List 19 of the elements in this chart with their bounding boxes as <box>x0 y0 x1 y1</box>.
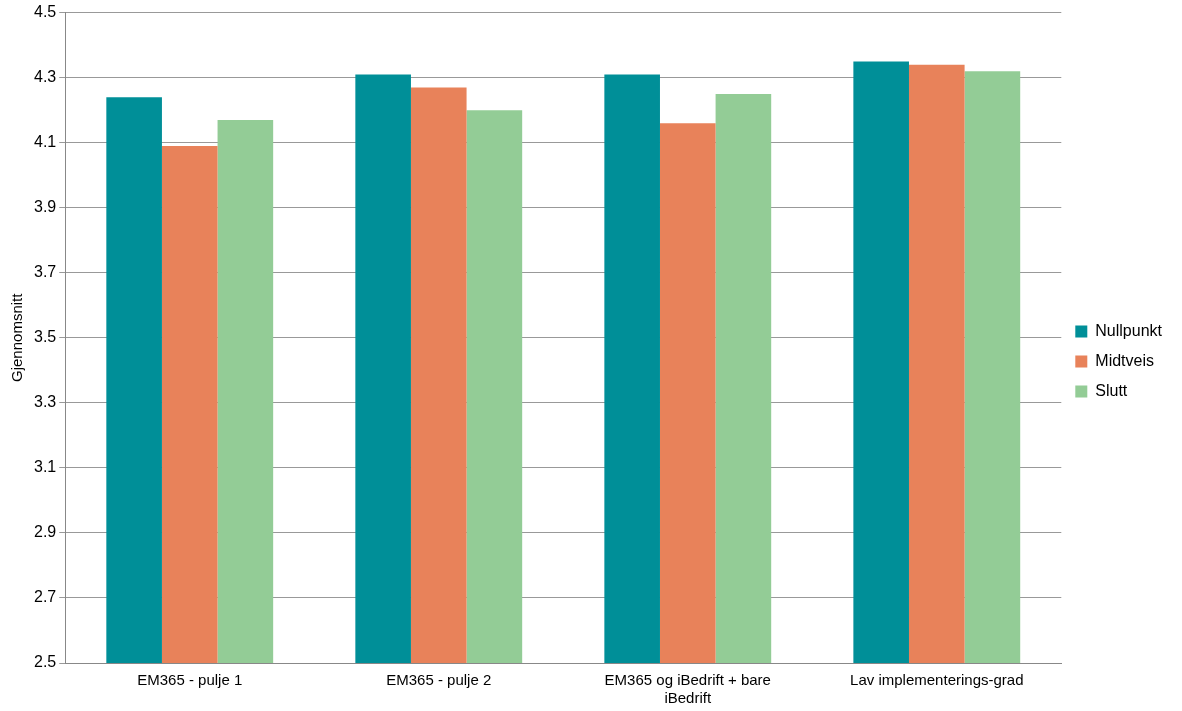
legend-label: Midtveis <box>1095 351 1154 369</box>
y-tick-label: 3.9 <box>33 198 57 216</box>
y-tick-label: 4.1 <box>33 133 57 151</box>
y-tick-label: 2.7 <box>33 588 57 606</box>
y-tick-label: 3.5 <box>33 328 57 346</box>
x-tick-label: EM365 - pulje 2 <box>386 671 492 689</box>
y-axis-title: Gjennomsnitt <box>8 292 26 382</box>
y-tick-label: 2.9 <box>33 523 57 541</box>
x-tick-label: EM365 - pulje 1 <box>137 671 243 689</box>
legend-label: Slutt <box>1095 381 1128 399</box>
y-tick-label: 2.5 <box>33 653 57 671</box>
y-tick-label: 3.3 <box>33 393 57 411</box>
y-tick-label: 4.5 <box>33 3 57 21</box>
legend-label: Nullpunkt <box>1095 321 1163 339</box>
x-tick-label: EM365 og iBedrift + bare iBedrift <box>604 671 771 707</box>
x-tick-label: Lav implementerings-grad <box>850 671 1024 689</box>
y-tick-label: 3.7 <box>33 263 57 281</box>
y-tick-label: 4.3 <box>33 68 57 86</box>
y-tick-label: 3.1 <box>33 458 57 476</box>
